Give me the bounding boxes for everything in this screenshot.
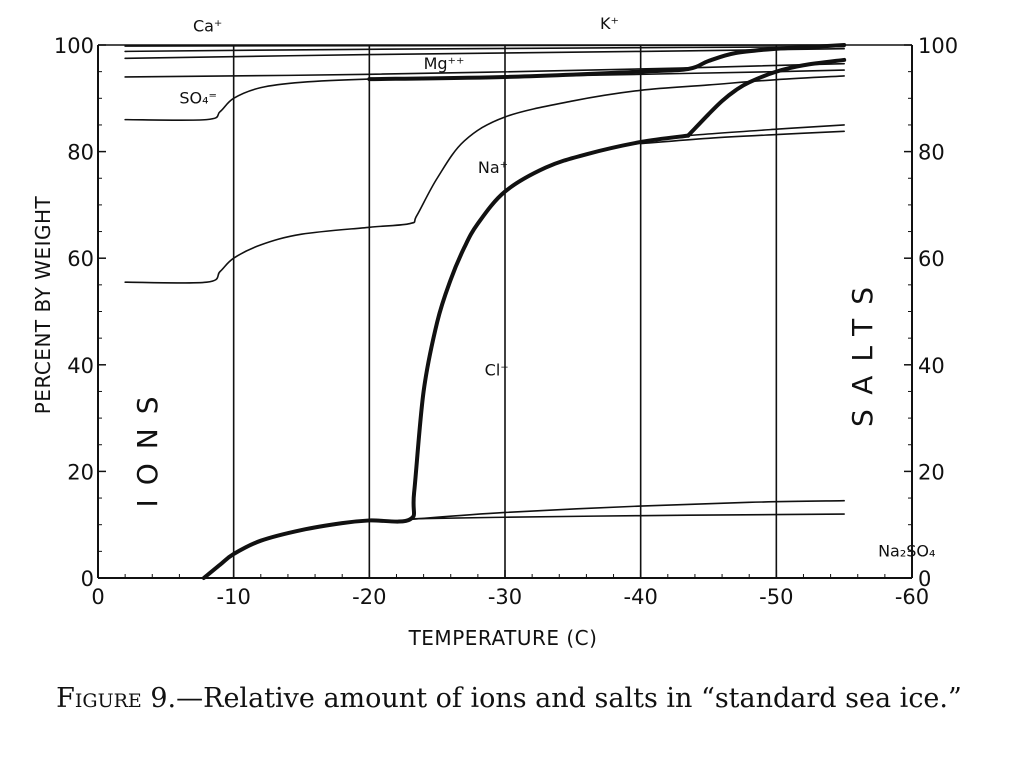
annotation-label: K⁺	[600, 14, 619, 33]
y-tick-label-right: 60	[918, 247, 945, 271]
caption-text: —Relative amount of ions and salts in “s…	[176, 683, 962, 714]
x-axis-title: TEMPERATURE (C)	[408, 626, 598, 650]
series	[124, 43, 847, 580]
chart: 0 -10 -20 -30 -40 -50 -60020406080100020406080…	[31, 14, 958, 650]
annotation-label: SO₄⁼	[179, 89, 217, 108]
annotation-label: Ca⁺	[193, 17, 222, 36]
figure-caption: Figure 9.—Relative amount of ions and sa…	[0, 680, 1018, 718]
y-tick-label-left: 60	[67, 247, 94, 271]
y-tick-label-right: 0	[918, 567, 931, 591]
series-line	[367, 43, 847, 82]
series-line	[409, 499, 845, 521]
x-tick-label: -30	[488, 585, 522, 609]
y-tick-label-right: 80	[918, 141, 945, 165]
series-line	[639, 130, 845, 145]
x-tick-label: -20	[352, 585, 386, 609]
series-line	[124, 62, 845, 78]
y-tick-label-left: 40	[67, 354, 94, 378]
annotation-label: Na₂SO₄	[878, 542, 935, 561]
annotation-label: Mg⁺⁺	[424, 54, 465, 73]
y-tick-label-right: 20	[918, 460, 945, 484]
series-line	[124, 75, 845, 284]
y-axis-title: PERCENT BY WEIGHT	[31, 195, 55, 414]
ticks: 0 -10 -20 -30 -40 -50 -60020406080100020406080…	[54, 34, 958, 609]
series-line	[409, 513, 845, 520]
y-tick-label-left: 0	[81, 567, 94, 591]
annotation-label: Cl⁻	[485, 360, 509, 379]
ions-label: IONS	[131, 382, 164, 507]
x-tick-label: -40	[624, 585, 658, 609]
y-tick-label-right: 40	[918, 354, 945, 378]
series-line	[639, 124, 845, 142]
series-line	[686, 57, 847, 138]
x-tick-label: -50	[759, 585, 793, 609]
y-tick-label-left: 20	[67, 460, 94, 484]
y-tick-label-left: 80	[67, 141, 94, 165]
annotation-label: Na⁺	[478, 158, 508, 177]
x-tick-label: 0	[91, 585, 104, 609]
y-tick-label-right: 100	[918, 34, 958, 58]
grid	[232, 45, 778, 578]
x-tick-label: -10	[217, 585, 251, 609]
y-tick-label-left: 100	[54, 34, 94, 58]
series-line	[201, 133, 691, 580]
salts-label: SALTS	[846, 273, 879, 427]
caption-prefix: Figure 9.	[56, 683, 177, 714]
annotations: Ca⁺K⁺Mg⁺⁺SO₄⁼Na⁺Cl⁻NaClMgCl₂KClMgCl₂Na₂S…	[179, 14, 935, 561]
series-line	[124, 45, 845, 53]
series-line	[124, 44, 845, 47]
x-tick-label: -60	[895, 585, 929, 609]
